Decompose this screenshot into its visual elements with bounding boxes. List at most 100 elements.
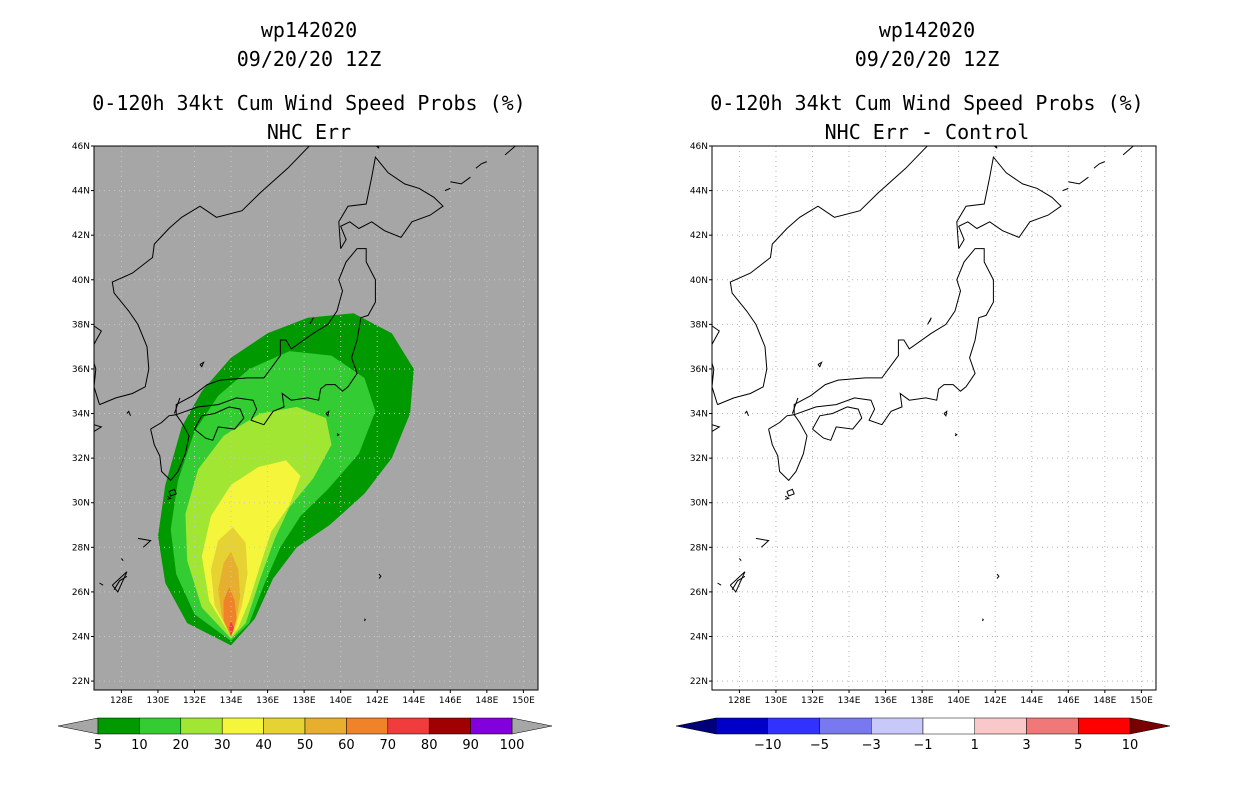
lat-tick-label: 26N: [690, 588, 708, 598]
right-panel: wp142020 09/20/20 12Z 0-120h 34kt Cum Wi…: [618, 0, 1236, 800]
lat-tick-label: 44N: [72, 187, 90, 197]
lat-tick-label: 40N: [690, 276, 708, 286]
colorbar-label: −5: [810, 738, 829, 753]
coastline: [768, 414, 808, 482]
island: [1062, 187, 1069, 192]
lat-tick-label: 24N: [690, 632, 708, 642]
colorbar-over-arrow: [511, 717, 553, 735]
coastline: [338, 155, 444, 249]
coastline: [717, 146, 928, 406]
lat-tick-label: 38N: [690, 320, 708, 330]
lat-tick-label: 40N: [72, 276, 90, 286]
island: [166, 495, 172, 500]
colorbar-swatch: [428, 717, 471, 735]
island: [784, 495, 790, 500]
island: [364, 618, 366, 622]
island: [943, 410, 948, 417]
lat-tick-label: 22N: [690, 677, 708, 687]
coastline: [1122, 146, 1135, 156]
island: [996, 573, 1000, 579]
colorbar-swatch: [387, 717, 430, 735]
colorbar-swatch: [715, 717, 768, 735]
island: [744, 410, 749, 416]
lat-tick-label: 38N: [72, 320, 90, 330]
plot-area: [712, 146, 1156, 690]
island: [1093, 161, 1105, 169]
colorbar-label: 20: [173, 738, 190, 753]
lon-tick-label: 146E: [1057, 696, 1080, 706]
lon-tick-label: 130E: [147, 696, 170, 706]
colorbar-swatch: [819, 717, 872, 735]
plot-frame: [711, 145, 1157, 691]
prob-region-70: [229, 620, 234, 637]
left-panel: wp142020 09/20/20 12Z 0-120h 34kt Cum Wi…: [57, 18, 553, 753]
prob-region-60: [223, 587, 237, 637]
coastline: [504, 146, 517, 156]
island: [168, 488, 177, 497]
lat-tick-label: 30N: [72, 499, 90, 509]
island: [786, 488, 795, 497]
lat-tick-label: 36N: [690, 365, 708, 375]
colorbar-over-arrow: [1129, 717, 1171, 735]
chart-title: 0-120h 34kt Cum Wind Speed Probs (%): [92, 91, 526, 115]
plot-background: [712, 146, 1156, 690]
colorbar-label: 30: [214, 738, 231, 753]
island: [475, 161, 487, 169]
island: [739, 558, 742, 562]
lon-tick-label: 150E: [512, 696, 535, 706]
datetime: 09/20/20 12Z: [236, 47, 382, 71]
island: [309, 317, 314, 325]
colorbar-swatch: [767, 717, 820, 735]
island: [378, 573, 382, 579]
lon-tick-label: 138E: [911, 696, 934, 706]
colorbar-label: 40: [255, 738, 272, 753]
lon-tick-label: 142E: [984, 696, 1007, 706]
lat-tick-label: 34N: [690, 410, 708, 420]
lat-tick-label: 26N: [72, 588, 90, 598]
island: [121, 558, 124, 562]
lat-tick-label: 28N: [72, 543, 90, 553]
difference-map: 46N 44N 42N 40N 38N 36N 34N 32N 30N 28N 26N 24N 22N 1…: [675, 142, 1171, 753]
coastline: [793, 248, 994, 426]
coastline: [1068, 176, 1089, 185]
chart-subtitle: NHC Err: [266, 120, 352, 144]
coastline: [755, 537, 770, 548]
island: [111, 571, 128, 593]
colorbar-label: 90: [462, 738, 479, 753]
island: [712, 424, 721, 432]
island: [325, 410, 330, 417]
lat-tick-label: 46N: [690, 142, 708, 152]
coastline: [812, 406, 863, 441]
colorbar-swatch: [263, 717, 306, 735]
chart-subtitle: NHC Err - Control: [824, 120, 1030, 144]
lon-tick-label: 138E: [293, 696, 316, 706]
lat-tick-label: 34N: [72, 410, 90, 420]
lat-tick-label: 42N: [72, 231, 90, 241]
lat-tick-label: 42N: [690, 231, 708, 241]
colorbar-swatch: [346, 717, 389, 735]
colorbar-under-arrow: [57, 717, 99, 735]
colorbar-swatch: [1026, 717, 1079, 735]
colorbar-swatch: [180, 717, 223, 735]
island: [817, 361, 823, 368]
coastline: [150, 414, 190, 482]
lat-tick-label: 30N: [690, 499, 708, 509]
island: [444, 187, 451, 192]
plot-frame: [93, 145, 539, 691]
lat-tick-label: 44N: [690, 187, 708, 197]
colorbar-label: 60: [338, 738, 355, 753]
lon-tick-label: 134E: [220, 696, 243, 706]
colorbar-label: 10: [131, 738, 148, 753]
lon-tick-label: 148E: [475, 696, 498, 706]
lon-tick-label: 130E: [765, 696, 788, 706]
colorbar-label: 50: [297, 738, 314, 753]
lon-tick-label: 144E: [402, 696, 425, 706]
lon-tick-label: 146E: [439, 696, 462, 706]
island: [94, 424, 103, 432]
island: [791, 397, 799, 414]
lat-tick-label: 22N: [72, 677, 90, 687]
colorbar-label: 70: [380, 738, 397, 753]
island: [717, 582, 722, 586]
island: [99, 582, 104, 586]
colorbar-swatch: [221, 717, 264, 735]
